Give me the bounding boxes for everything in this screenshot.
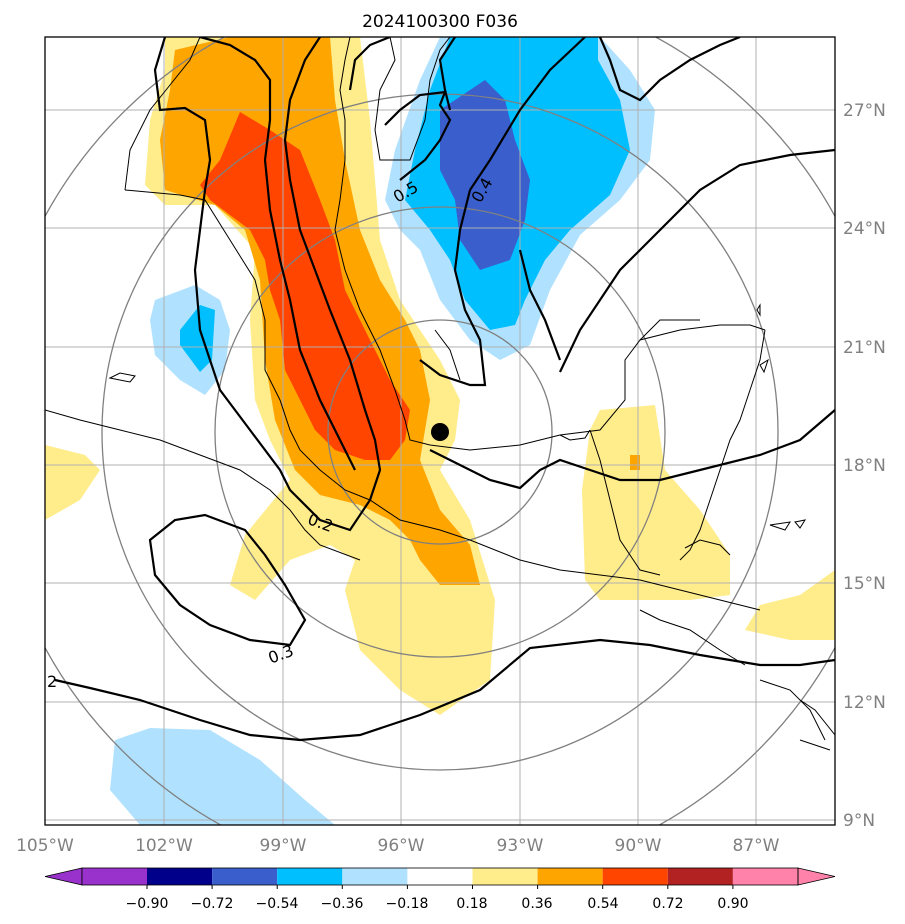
colorbar-tick-label: −0.90 — [126, 896, 169, 912]
storm-center-marker — [431, 423, 449, 441]
colorbar-tick-label: 0.54 — [587, 896, 618, 912]
contour-lines — [54, 37, 835, 742]
colorbar-segment — [212, 868, 278, 885]
colorbar-outline — [81, 867, 799, 886]
colorbar-tick-label: −0.18 — [386, 896, 429, 912]
lat-label-9n: 9°N — [843, 811, 875, 831]
map-frame — [44, 36, 836, 826]
contour-label-2: 2 — [47, 672, 57, 691]
longitude-gridlines — [163, 37, 757, 825]
colorbar-tick-label: 0.18 — [456, 896, 487, 912]
lat-label-12n: 12°N — [843, 693, 886, 713]
colorbar — [44, 867, 836, 889]
colorbar-labels: −0.90 −0.72 −0.54 −0.36 −0.18 0.18 0.36 … — [126, 896, 749, 912]
colorbar-tick-label: 0.36 — [521, 896, 552, 912]
map-area: 0.5 0.4 0.2 0.3 2 — [45, 37, 835, 825]
lon-label-96w: 96°W — [378, 836, 425, 856]
colorbar-segment — [537, 868, 603, 885]
colorbar-tick-label: −0.54 — [256, 896, 299, 912]
lat-label-27n: 27°N — [843, 101, 886, 121]
colorbar-tick-label: −0.36 — [321, 896, 364, 912]
coastlines — [45, 37, 835, 751]
lat-label-24n: 24°N — [843, 219, 886, 239]
colorbar-segment — [602, 868, 668, 885]
colorbar-tick-label: 0.90 — [717, 896, 748, 912]
colorbar-segment — [472, 868, 538, 885]
lat-label-18n: 18°N — [843, 456, 886, 476]
lon-label-90w: 90°W — [615, 836, 662, 856]
colorbar-segment — [407, 868, 473, 885]
lon-label-105w: 105°W — [16, 836, 74, 856]
colorbar-tick-label: 0.72 — [652, 896, 683, 912]
colorbar-segment — [667, 868, 733, 885]
colorbar-extend-left — [44, 867, 83, 886]
lon-label-102w: 102°W — [135, 836, 193, 856]
latitude-labels: 27°N 24°N 21°N 18°N 15°N 12°N 9°N — [843, 101, 886, 831]
colorbar-tick-label: −0.72 — [191, 896, 234, 912]
shading-positive-high — [200, 112, 410, 460]
lat-label-21n: 21°N — [843, 338, 886, 358]
longitude-labels: 105°W 102°W 99°W 96°W 93°W 90°W 87°W — [16, 836, 780, 856]
figure-title: 2024100300 F036 — [362, 12, 518, 32]
lon-label-93w: 93°W — [497, 836, 544, 856]
colorbar-segment — [82, 868, 147, 885]
colorbar-segment — [342, 868, 408, 885]
lon-label-87w: 87°W — [733, 836, 780, 856]
lon-label-99w: 99°W — [260, 836, 307, 856]
colorbar-segment — [147, 868, 213, 885]
lat-label-15n: 15°N — [843, 574, 886, 594]
colorbar-segment — [732, 868, 798, 885]
colorbar-segment — [277, 868, 343, 885]
latitude-gridlines — [45, 109, 835, 821]
colorbar-extend-right — [797, 867, 836, 886]
range-rings — [45, 37, 835, 825]
